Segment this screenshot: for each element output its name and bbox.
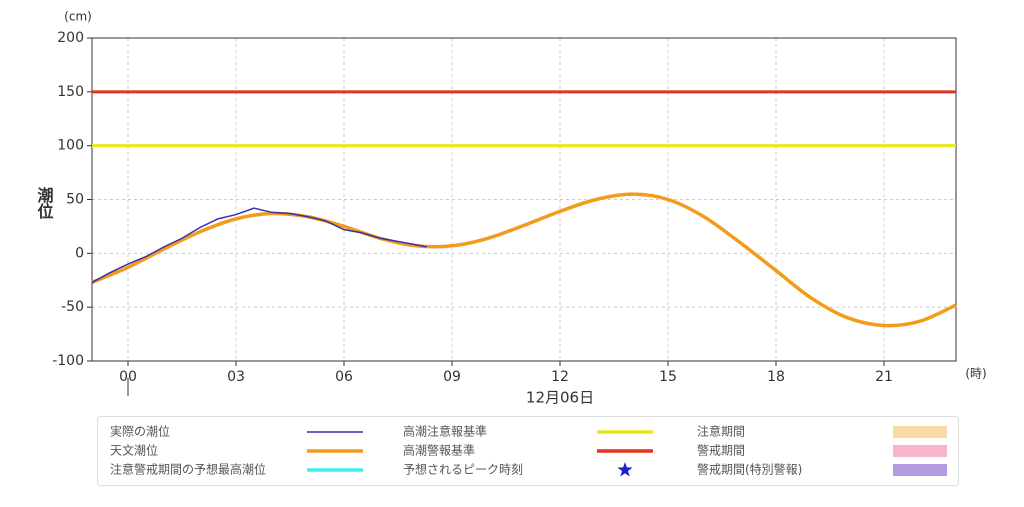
legend-label: 警戒期間: [697, 443, 745, 458]
y-unit: (cm): [64, 10, 92, 24]
x-tick-label: 00: [119, 369, 137, 385]
legend-label: 警戒期間(特別警報): [697, 462, 802, 477]
y-axis-title: 潮位: [35, 186, 54, 220]
x-tick-label: 15: [659, 369, 677, 385]
legend-label: 注意警戒期間の予想最高潮位: [110, 462, 266, 477]
y-tick-label: -50: [61, 299, 84, 315]
plot-frame: [91, 37, 957, 362]
legend-label: 天文潮位: [110, 443, 158, 458]
y-tick-label: 150: [57, 84, 84, 100]
date-label: 12月06日: [526, 389, 594, 407]
x-tick-label: 06: [335, 369, 353, 385]
x-tick-label: 09: [443, 369, 461, 385]
y-tick-label: 0: [75, 245, 84, 261]
legend-swatch: [893, 426, 947, 438]
legend-label: 高潮警報基準: [403, 443, 475, 458]
y-tick-label: 50: [66, 192, 84, 208]
y-tick-label: 100: [57, 138, 84, 154]
legend-swatch: [893, 464, 947, 476]
x-tick-label: 03: [227, 369, 245, 385]
legend-label: 予想されるピーク時刻: [403, 462, 523, 477]
y-tick-label: 200: [57, 30, 84, 46]
legend-swatch: [617, 462, 633, 477]
legend-label: 高潮注意報基準: [403, 424, 487, 439]
y-tick-label: -100: [52, 353, 84, 369]
x-unit: (時): [965, 367, 986, 381]
x-tick-label: 21: [875, 369, 893, 385]
series-line: [91, 192, 957, 328]
series-line: [91, 207, 427, 284]
legend-label: 実際の潮位: [110, 424, 170, 439]
x-tick-label: 12: [551, 369, 569, 385]
x-tick-label: 18: [767, 369, 785, 385]
legend-swatch: [893, 445, 947, 457]
legend-label: 注意期間: [697, 424, 745, 439]
